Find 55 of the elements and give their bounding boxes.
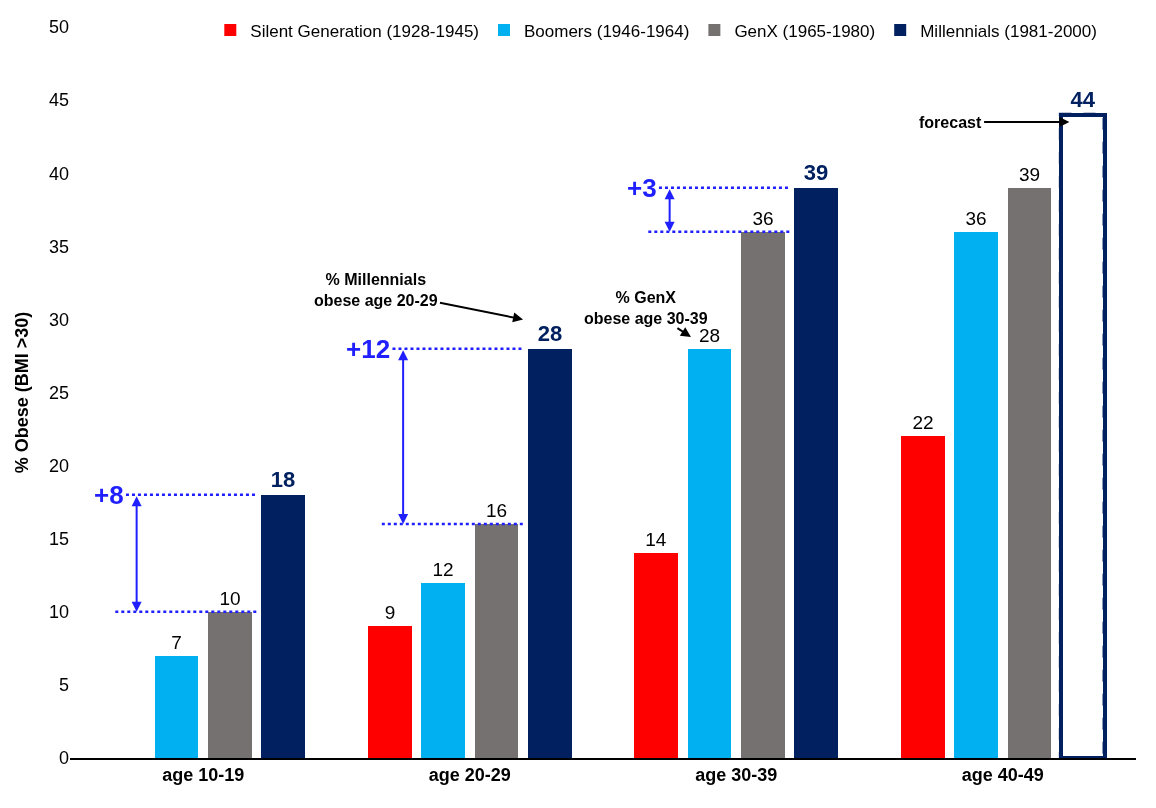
data-label: 10 [219,588,241,609]
data-label: 44 [1070,87,1096,112]
annotation: % GenX obese age 30-39 [584,289,708,327]
x-tick-label: age 20-29 [428,765,511,786]
annotation: % Millennials obese age 20-29 [314,271,438,309]
y-tick-label: 30 [48,309,69,330]
data-label: 18 [270,467,296,492]
x-tick-label: age 30-39 [695,765,778,786]
data-label: 7 [171,632,182,653]
annotation: +3 [627,173,657,203]
data-label: 28 [698,325,721,346]
data-label: 14 [645,529,667,550]
x-tick-label: age 10-19 [162,765,245,786]
y-tick-label: 25 [48,382,69,403]
bar [954,232,998,758]
y-tick-label: 10 [48,602,69,623]
y-axis-title: % Obese (BMI >30) [12,311,33,474]
y-tick-label: 35 [48,236,69,257]
bar [794,188,838,758]
legend-label: Millennials (1981-2000) [920,21,1097,41]
bar [368,626,412,758]
y-tick-label: 40 [48,163,69,184]
y-tick-label: 0 [58,748,69,769]
data-label: 22 [912,412,934,433]
annotation: +8 [94,480,124,510]
data-label: 28 [537,321,563,346]
annotation: +12 [346,334,391,364]
data-label: 39 [1018,164,1041,185]
data-label: 39 [803,160,829,185]
y-tick-label: 20 [48,455,69,476]
data-label: 16 [485,500,508,521]
data-label: 12 [432,559,454,580]
bar [1008,188,1051,758]
bar [155,656,198,758]
y-tick-label: 5 [58,675,69,696]
y-tick-label: 50 [48,17,69,38]
legend-label: Silent Generation (1928-1945) [250,21,479,41]
y-tick-label: 45 [48,90,69,111]
legend-label: Boomers (1946-1964) [524,21,690,41]
bar [688,349,731,758]
bar [634,553,678,758]
bar [528,349,572,758]
annotation: forecast [919,114,982,131]
bar [208,612,252,758]
bar [475,524,518,758]
bar [901,436,945,758]
data-label: 36 [965,208,987,229]
data-label: 9 [384,602,396,623]
data-label: 36 [752,208,774,229]
bar [741,232,785,758]
x-tick-label: age 40-49 [961,765,1044,786]
y-tick-label: 15 [48,529,69,549]
legend-label: GenX (1965-1980) [734,21,876,41]
bar [261,495,305,758]
bar [421,583,465,758]
